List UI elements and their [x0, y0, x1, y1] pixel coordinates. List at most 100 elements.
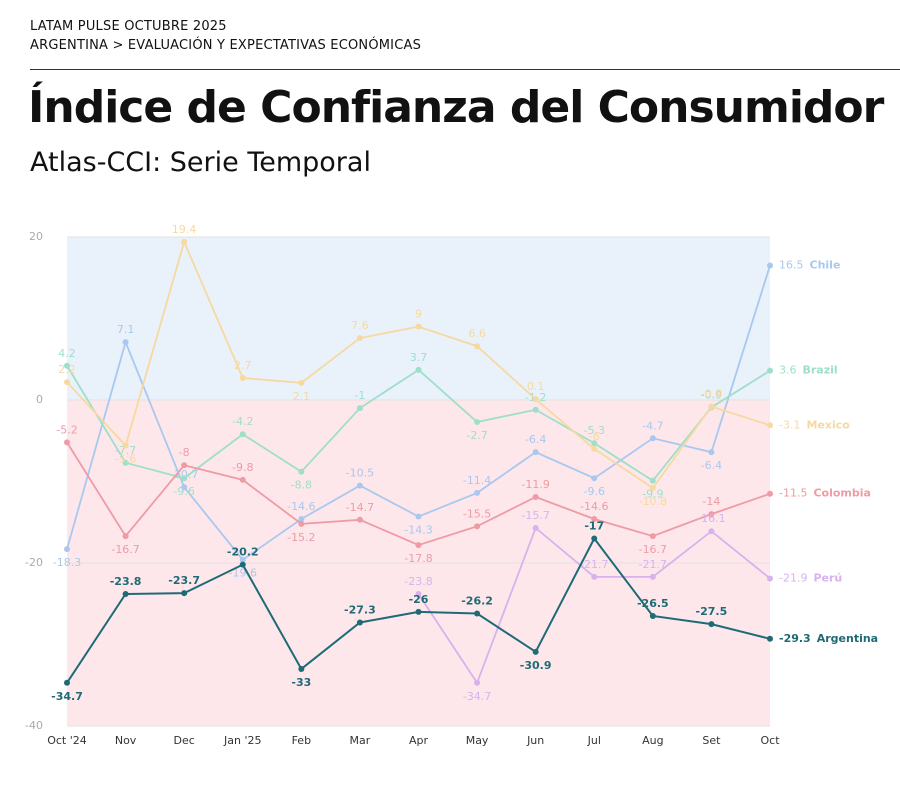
data-label: -30.9: [520, 659, 552, 672]
data-point: [649, 485, 656, 492]
data-label: -4.2: [232, 415, 253, 428]
data-point: [708, 403, 715, 410]
data-label: -0.8: [701, 388, 722, 401]
data-label: -21.7: [580, 558, 608, 571]
x-tick-label: Oct: [760, 734, 780, 747]
data-point: [239, 476, 246, 483]
data-point: [649, 533, 656, 540]
data-point: [474, 343, 481, 350]
data-label: -14.7: [346, 501, 374, 514]
data-point: [415, 366, 422, 373]
data-point: [64, 439, 70, 446]
chart-title: Índice de Confianza del Consumidor: [28, 82, 884, 133]
data-label: -8: [179, 446, 190, 459]
legend-entry: Chile: [810, 259, 841, 272]
data-point: [356, 405, 363, 412]
data-point: [122, 590, 129, 597]
data-label: -14.6: [287, 500, 315, 513]
data-point: [181, 462, 188, 469]
data-point: [767, 575, 773, 582]
data-label: -6.4: [525, 433, 546, 446]
data-point: [649, 477, 656, 484]
data-point: [708, 449, 715, 456]
data-label: -6: [589, 430, 600, 443]
end-label: -29.3 Argentina: [779, 632, 878, 645]
x-tick-label: Apr: [409, 734, 429, 747]
data-label: -14: [702, 495, 720, 508]
data-point: [181, 590, 188, 597]
x-tick-label: Mar: [350, 734, 371, 747]
end-label: 3.6 Brazil: [779, 364, 838, 377]
data-point: [767, 367, 773, 374]
x-tick-label: Dec: [174, 734, 195, 747]
data-label: 2.1: [293, 390, 311, 403]
data-label: -15.7: [521, 509, 549, 522]
data-label: 0.1: [527, 380, 545, 393]
y-tick-label: -20: [25, 556, 43, 569]
data-point: [239, 556, 246, 563]
data-label: -23.8: [404, 575, 432, 588]
data-label: -17: [584, 520, 604, 533]
data-label: -26.2: [461, 595, 493, 608]
data-point: [474, 610, 481, 617]
data-point: [64, 379, 70, 386]
data-label: -20.2: [227, 546, 259, 559]
data-label: -16.7: [639, 543, 667, 556]
data-point: [474, 419, 481, 426]
data-label: -26: [409, 593, 429, 606]
data-point: [532, 648, 539, 655]
data-point: [181, 475, 188, 482]
data-point: [532, 449, 539, 456]
data-point: [356, 335, 363, 342]
data-label: -17.8: [404, 552, 432, 565]
data-label: -4.7: [642, 419, 663, 432]
data-point: [298, 468, 305, 475]
data-point: [239, 431, 246, 438]
data-label: -7.7: [115, 444, 136, 457]
data-label: -21.7: [639, 558, 667, 571]
end-label: -3.1 Mexico: [779, 418, 850, 431]
data-point: [415, 513, 422, 520]
data-point: [474, 679, 481, 686]
data-label: -11.9: [521, 478, 549, 491]
data-label: -6.4: [701, 459, 722, 472]
data-label: -23.8: [110, 575, 142, 588]
data-point: [64, 679, 70, 686]
end-value: -21.9: [779, 571, 807, 584]
data-point: [64, 362, 70, 369]
data-point: [122, 459, 129, 466]
y-tick-label: 20: [29, 230, 43, 243]
data-point: [532, 406, 539, 413]
x-tick-label: Oct '24: [47, 734, 87, 747]
data-label: -26.5: [637, 597, 669, 610]
data-point: [415, 542, 422, 549]
breadcrumb: ARGENTINA > EVALUACIÓN Y EXPECTATIVAS EC…: [30, 38, 422, 53]
data-point: [591, 515, 598, 522]
data-label: -2.7: [466, 429, 487, 442]
data-point: [122, 533, 129, 540]
data-point: [532, 396, 539, 403]
data-point: [181, 484, 188, 491]
data-label: 7.6: [351, 319, 369, 332]
data-label: -8.8: [291, 479, 312, 492]
data-label: 9: [415, 308, 422, 321]
data-point: [298, 520, 305, 527]
data-label: -11.4: [463, 474, 491, 487]
chart-subtitle: Atlas-CCI: Serie Temporal: [30, 147, 371, 178]
data-label: -27.5: [696, 605, 728, 618]
data-point: [415, 323, 422, 330]
end-label: -21.9 Perú: [779, 571, 842, 584]
data-label: -10.7: [170, 468, 198, 481]
data-point: [591, 475, 598, 482]
data-point: [298, 379, 305, 386]
data-label: -34.7: [51, 690, 83, 703]
x-tick-label: Jun: [526, 734, 544, 747]
legend-entry: Mexico: [806, 418, 850, 431]
data-point: [356, 619, 363, 626]
data-point: [298, 665, 305, 672]
data-label: -10.8: [639, 495, 667, 508]
data-point: [64, 546, 70, 553]
data-label: 2.2: [58, 363, 76, 376]
data-label: -1: [354, 389, 365, 402]
